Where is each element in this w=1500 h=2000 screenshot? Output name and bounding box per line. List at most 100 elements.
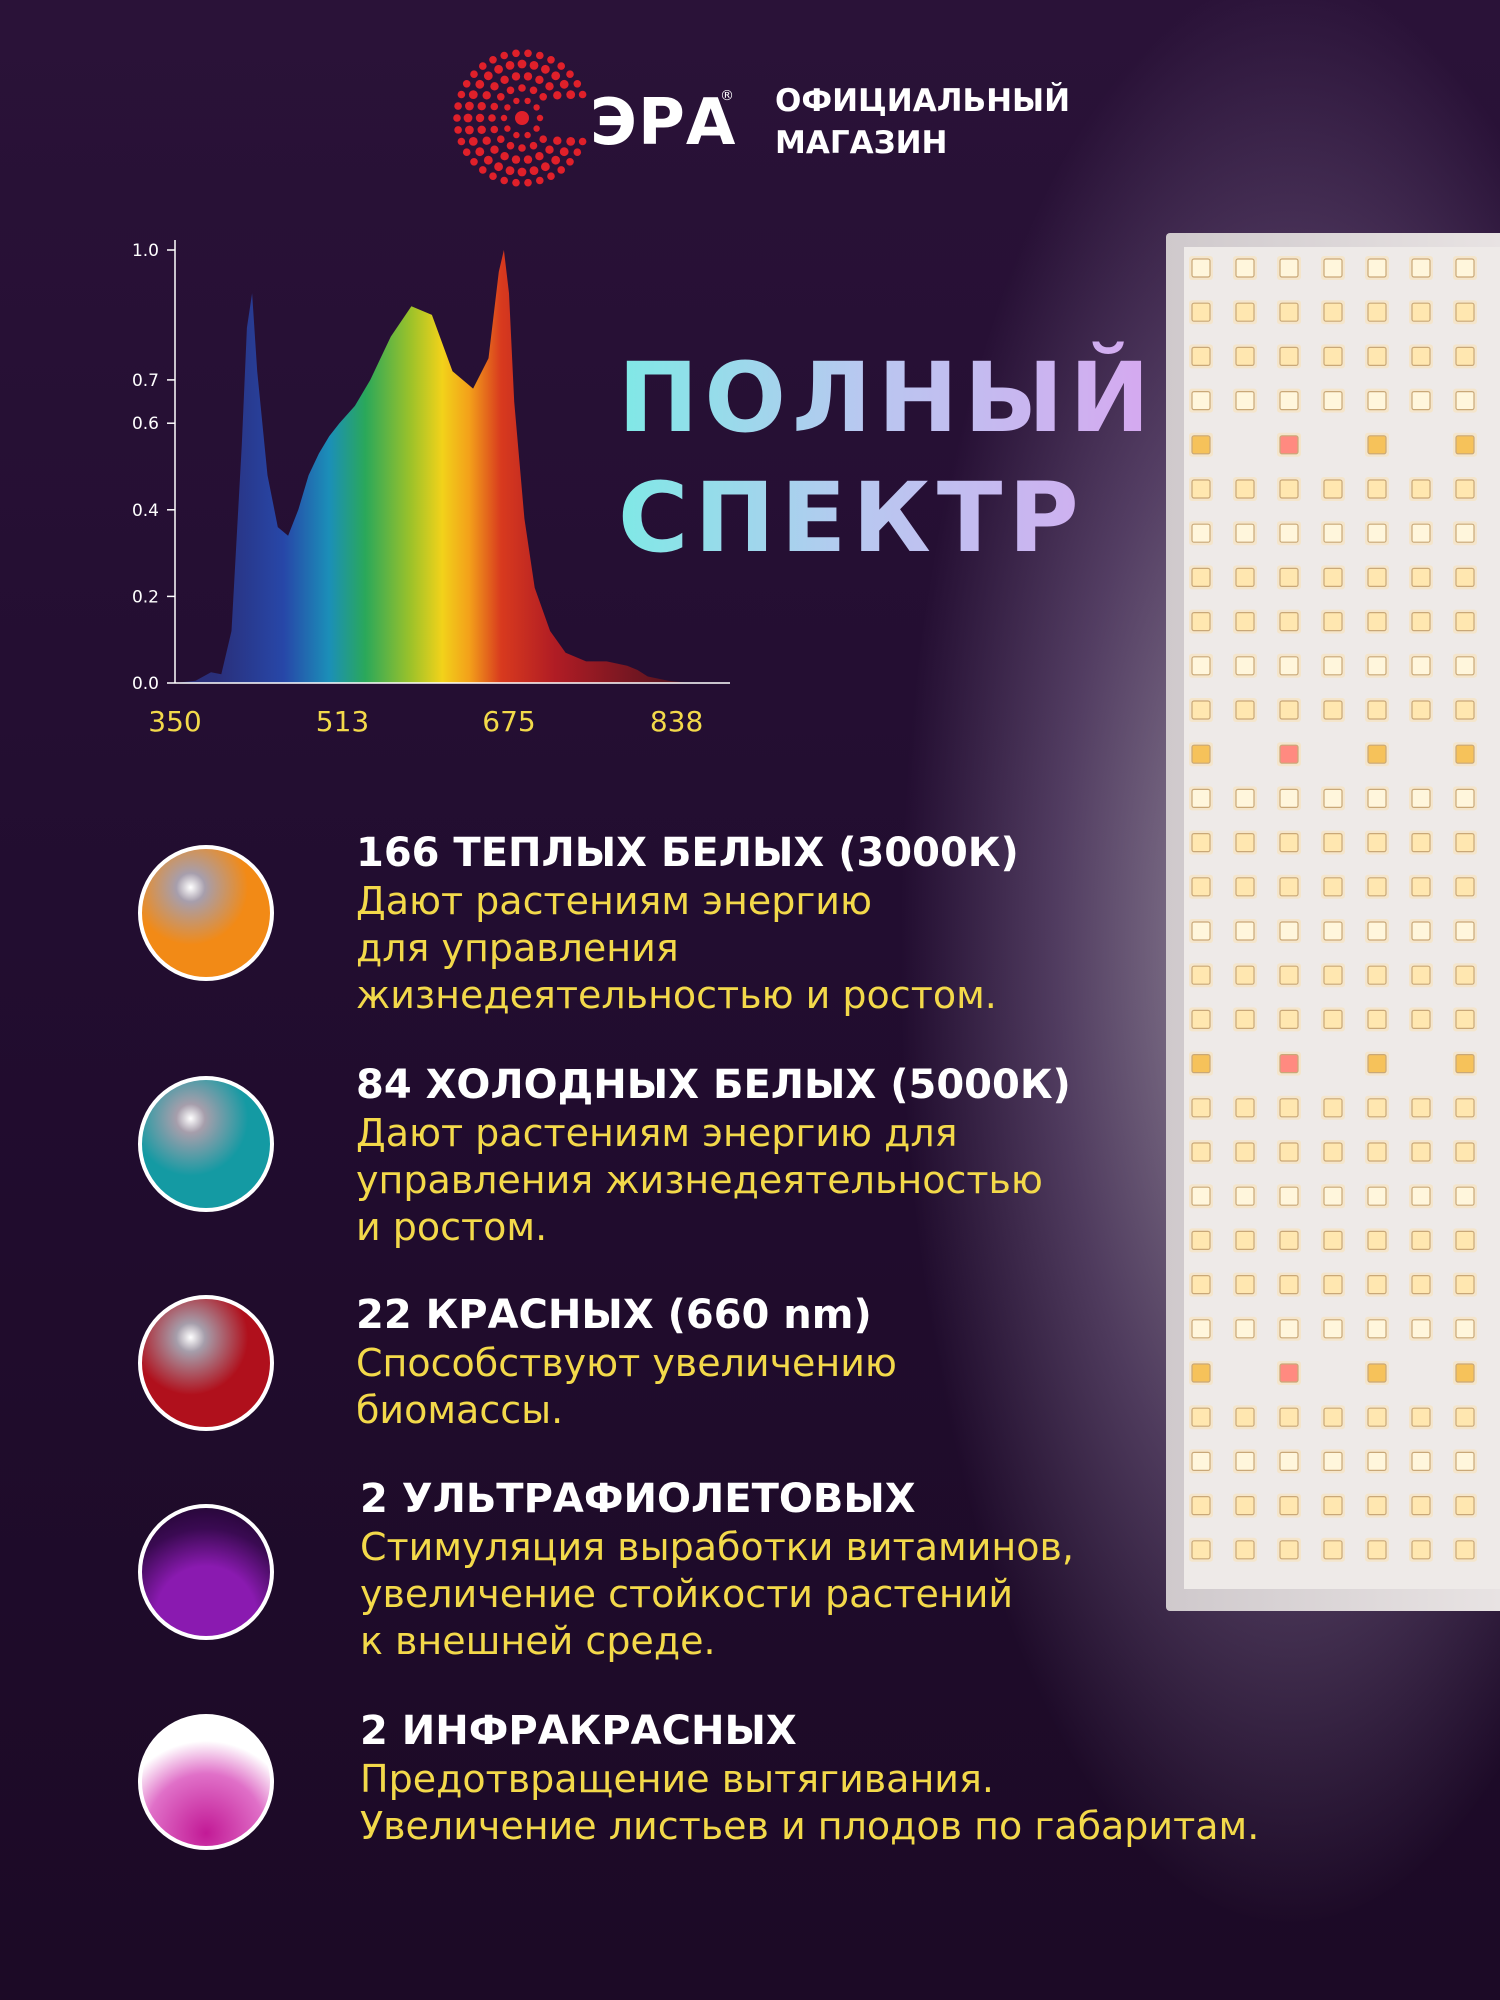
led-chip	[1235, 921, 1255, 941]
logo-dot	[566, 137, 576, 146]
led-chip	[1279, 479, 1299, 499]
led-chip	[1455, 1451, 1475, 1472]
logo-dot	[483, 71, 493, 81]
led-chip	[1455, 1407, 1475, 1427]
led-chip	[1411, 391, 1431, 411]
led-chip	[1455, 832, 1475, 853]
led-chip	[1191, 435, 1211, 455]
led-chip	[1235, 832, 1255, 853]
led-chip	[1191, 1230, 1211, 1251]
led-chip	[1323, 302, 1343, 322]
led-chip	[1279, 391, 1299, 411]
logo-dot	[518, 84, 526, 92]
led-chip	[1323, 391, 1343, 411]
led-chip	[1191, 877, 1211, 897]
led-chip	[1235, 479, 1255, 499]
led-chip	[1455, 567, 1475, 587]
led-chip	[1235, 877, 1255, 897]
led-chip	[1235, 523, 1255, 543]
brand-logo[interactable]: ЭРА ®	[452, 48, 792, 198]
led-chip	[1367, 832, 1387, 853]
led-chip	[1367, 523, 1387, 543]
logo-dot	[457, 90, 466, 99]
logo-dot	[506, 141, 515, 150]
led-grid	[1189, 256, 1477, 1562]
shop-line-1: ОФИЦИАЛЬНЫЙ	[775, 83, 1071, 119]
led-chip	[1323, 656, 1343, 676]
led-chip	[1323, 612, 1343, 632]
led-chip	[1455, 435, 1475, 455]
led-chip	[1411, 1230, 1431, 1251]
spectrum-chart: 0.0 0.2 0.4 0.6 0.7 1.0 350 513 675 838	[132, 240, 730, 738]
uv-led-icon	[138, 1504, 274, 1640]
led-chip	[1367, 1230, 1387, 1251]
led-chip	[1455, 391, 1475, 411]
logo-dot	[488, 114, 496, 122]
led-chip	[1191, 921, 1211, 941]
logo-dot	[523, 72, 533, 81]
logo-dot	[505, 61, 515, 70]
led-board	[1184, 247, 1500, 1589]
led-chip	[1191, 346, 1211, 367]
led-chip	[1191, 1451, 1211, 1472]
led-chip	[1323, 1540, 1343, 1560]
logo-dot	[547, 172, 555, 180]
led-chip	[1191, 1363, 1211, 1383]
x-tick-label: 675	[482, 705, 535, 738]
sun-rays-icon	[453, 49, 587, 187]
logo-dot	[465, 125, 474, 135]
logo-dot	[477, 102, 486, 111]
logo-dot	[518, 144, 526, 152]
led-chip	[1411, 1274, 1431, 1295]
feature-description: Стимуляция выработки витаминов, увеличен…	[360, 1525, 1074, 1663]
led-chip	[1191, 1053, 1211, 1074]
led-chip	[1455, 1186, 1475, 1206]
led-chip	[1367, 921, 1387, 941]
logo-dot	[535, 152, 544, 161]
led-chip	[1235, 1098, 1255, 1118]
led-chip	[1279, 965, 1299, 985]
logo-dot	[524, 49, 532, 58]
logo-dot	[457, 137, 466, 146]
led-chip	[1279, 523, 1299, 543]
logo-dot	[454, 102, 462, 110]
led-chip	[1411, 567, 1431, 587]
logo-dot	[500, 114, 508, 122]
warm-white-led-icon	[138, 845, 274, 981]
led-chip	[1235, 1186, 1255, 1206]
logo-dot	[462, 80, 471, 88]
led-chip	[1235, 700, 1255, 720]
led-chip	[1367, 965, 1387, 985]
led-chip	[1323, 1230, 1343, 1251]
led-chip	[1191, 700, 1211, 720]
led-chip	[1411, 700, 1431, 720]
logo-dot	[489, 172, 497, 180]
logo-dot	[500, 152, 509, 161]
logo-dot	[470, 158, 478, 166]
led-chip	[1235, 346, 1255, 367]
led-chip	[1367, 700, 1387, 720]
led-chip	[1191, 1495, 1211, 1516]
logo-dot	[559, 147, 569, 157]
led-chip	[1411, 302, 1431, 322]
x-tick-label: 513	[316, 705, 369, 738]
logo-dot	[578, 90, 587, 99]
logo-dot	[483, 155, 493, 165]
logo-dot	[482, 136, 491, 145]
led-chip	[1235, 258, 1255, 278]
led-chip	[1367, 1053, 1387, 1074]
logo-dot	[524, 131, 531, 139]
logo-dot	[551, 71, 561, 81]
logo-dot	[553, 91, 562, 100]
logo-dot	[523, 155, 533, 164]
logo-dot	[475, 147, 485, 157]
led-chip	[1411, 656, 1431, 676]
logo-dot	[557, 166, 565, 174]
logo-dot	[465, 101, 474, 111]
led-chip	[1191, 656, 1211, 676]
logo-dot	[547, 56, 555, 64]
registered-mark: ®	[720, 88, 734, 104]
logo-dot	[512, 178, 520, 187]
led-chip	[1279, 1142, 1299, 1162]
led-chip	[1279, 1230, 1299, 1251]
